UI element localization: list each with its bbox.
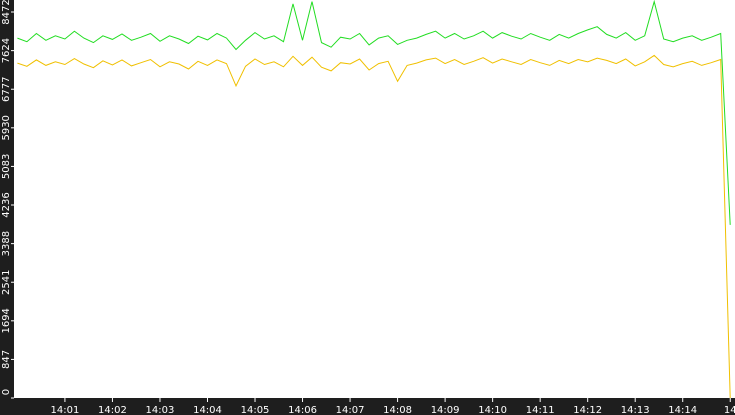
x-tick-label: 14:14 (668, 405, 697, 415)
x-tick-label: 14:01 (51, 405, 80, 415)
x-tick-label: 14:10 (478, 405, 507, 415)
x-tick-label: 14:09 (431, 405, 460, 415)
y-tick-label: 8472 (1, 0, 12, 25)
x-tick-label: 14:06 (288, 405, 317, 415)
x-axis-strip (0, 398, 735, 415)
y-tick-label: 4236 (1, 192, 12, 217)
x-tick-label: 14:13 (621, 405, 650, 415)
x-tick-label: 14:03 (146, 405, 175, 415)
x-tick-label: 14:07 (336, 405, 365, 415)
y-tick-label: 5930 (1, 115, 12, 140)
y-tick-label: 5083 (1, 154, 12, 179)
y-axis-strip (0, 0, 14, 415)
x-tick-label: 14:12 (573, 405, 602, 415)
y-tick-label: 0 (1, 389, 12, 395)
series-line (17, 0, 731, 225)
y-tick-label: 6777 (1, 77, 12, 102)
x-tick-label: 14:08 (383, 405, 412, 415)
x-tick-label: 14 (724, 405, 735, 415)
x-tick-label: 14:11 (526, 405, 555, 415)
y-tick-label: 1694 (1, 308, 12, 333)
x-tick-label: 14:04 (193, 405, 222, 415)
x-tick-label: 14:05 (241, 405, 270, 415)
y-tick-label: 3388 (1, 231, 12, 256)
y-tick-label: 2541 (1, 270, 12, 295)
series-line (17, 54, 731, 399)
x-tick-label: 14:02 (98, 405, 127, 415)
y-tick-label: 847 (1, 350, 12, 369)
y-tick-label: 7624 (1, 38, 12, 63)
